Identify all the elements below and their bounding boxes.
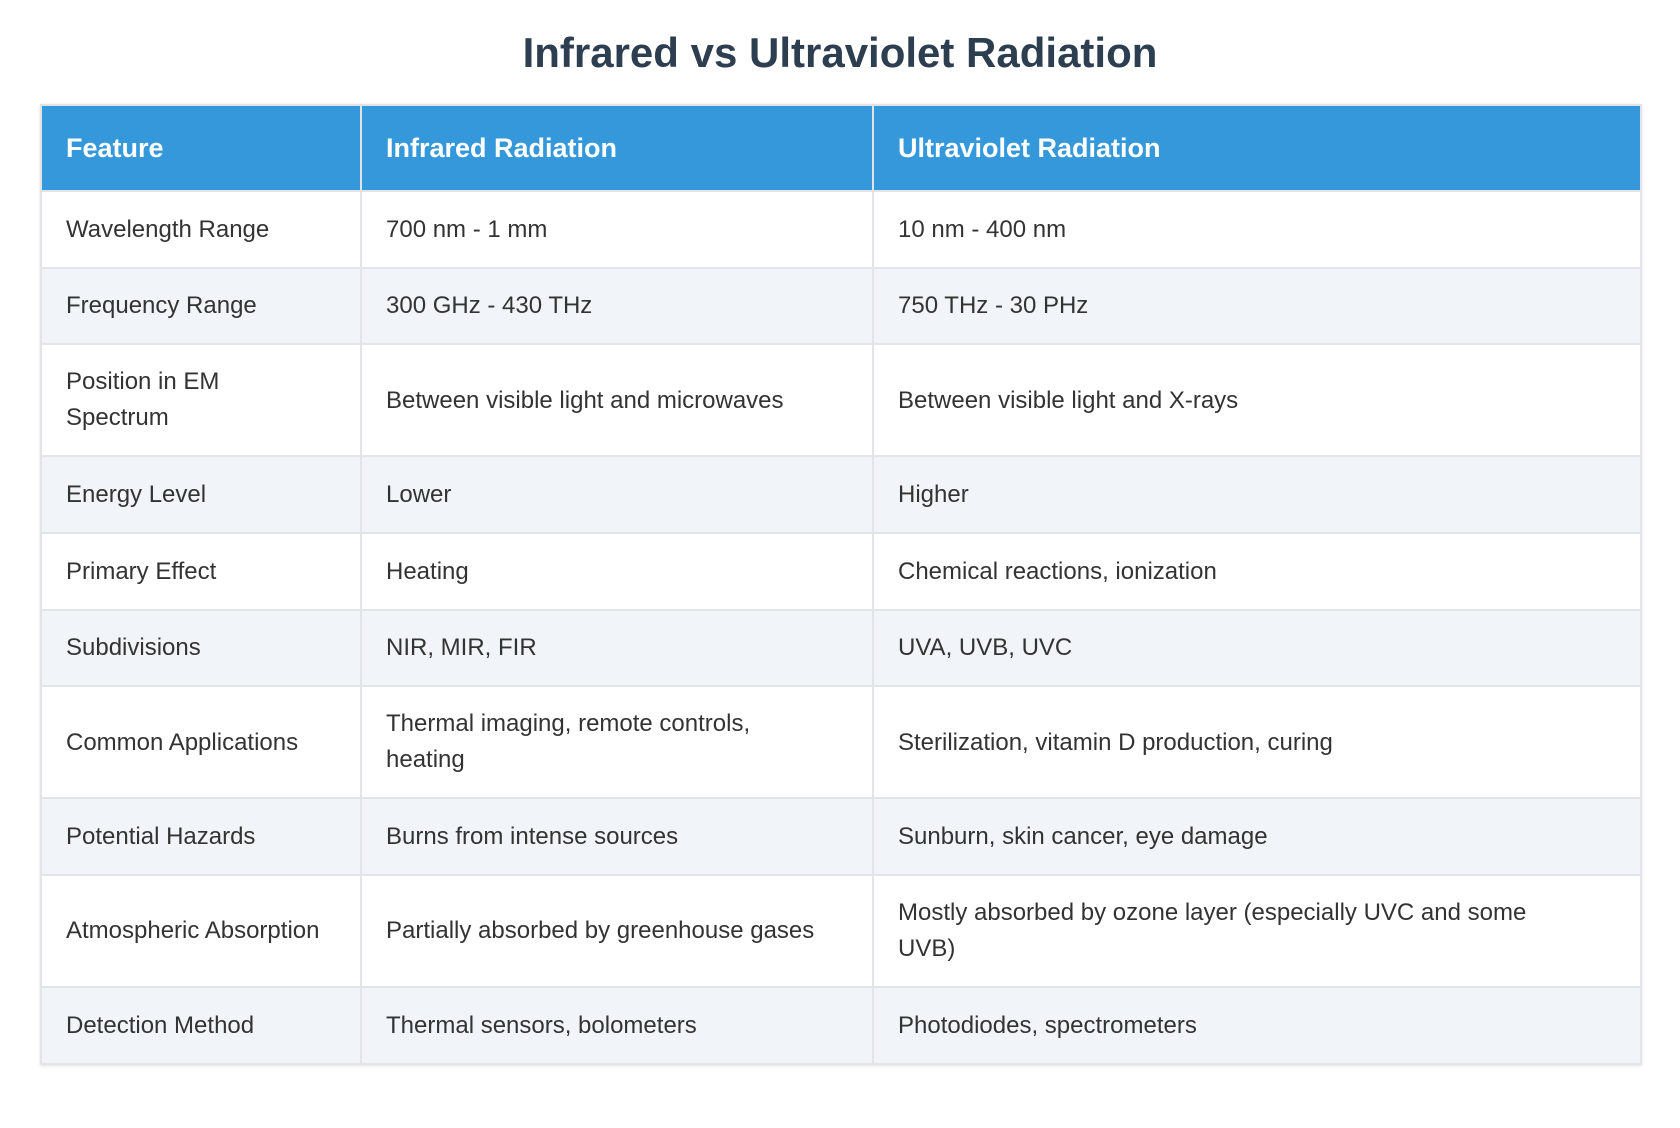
table-row: Detection Method Thermal sensors, bolome… bbox=[40, 985, 1642, 1065]
cell-feature: Common Applications bbox=[40, 685, 362, 800]
cell-text: UVA, UVB, UVC bbox=[898, 634, 1073, 662]
cell-ultraviolet: 750 THz - 30 PHz bbox=[872, 266, 1642, 346]
cell-ultraviolet: Photodiodes, spectrometers bbox=[872, 985, 1642, 1065]
table-row: Position in EM Spectrum Between visible … bbox=[40, 343, 1642, 458]
cell-text: Position in EM Spectrum bbox=[66, 368, 220, 432]
cell-ultraviolet: Between visible light and X-rays bbox=[872, 343, 1642, 458]
table-row: Atmospheric Absorption Partially absorbe… bbox=[40, 873, 1642, 988]
cell-text: Mostly absorbed by ozone layer (especial… bbox=[898, 898, 1527, 962]
cell-feature: Primary Effect bbox=[40, 531, 362, 611]
cell-text: Frequency Range bbox=[66, 292, 257, 320]
cell-feature: Atmospheric Absorption bbox=[40, 873, 362, 988]
cell-feature: Frequency Range bbox=[40, 266, 362, 346]
cell-feature: Subdivisions bbox=[40, 608, 362, 688]
cell-feature: Potential Hazards bbox=[40, 797, 362, 876]
cell-text: NIR, MIR, FIR bbox=[386, 634, 537, 662]
cell-infrared: 700 nm - 1 mm bbox=[360, 190, 874, 269]
cell-text: Atmospheric Absorption bbox=[66, 917, 320, 945]
cell-infrared: Between visible light and microwaves bbox=[360, 343, 874, 458]
cell-text: Sterilization, vitamin D production, cur… bbox=[898, 728, 1333, 756]
cell-feature: Energy Level bbox=[40, 455, 362, 534]
cell-text: Burns from intense sources bbox=[386, 822, 679, 850]
cell-infrared: Burns from intense sources bbox=[360, 797, 874, 876]
cell-ultraviolet: UVA, UVB, UVC bbox=[872, 608, 1642, 688]
cell-infrared: Lower bbox=[360, 455, 874, 534]
cell-feature: Detection Method bbox=[40, 985, 362, 1065]
table-row: Frequency Range 300 GHz - 430 THz 750 TH… bbox=[40, 266, 1642, 346]
table-row: Potential Hazards Burns from intense sou… bbox=[40, 797, 1642, 876]
cell-text: Between visible light and X-rays bbox=[898, 386, 1239, 414]
cell-text: Sunburn, skin cancer, eye damage bbox=[898, 822, 1268, 850]
cell-infrared: Heating bbox=[360, 531, 874, 611]
comparison-table: Feature Infrared Radiation Ultraviolet R… bbox=[40, 104, 1642, 1065]
column-header-feature: Feature bbox=[40, 104, 362, 192]
cell-text: Thermal sensors, bolometers bbox=[386, 1011, 697, 1039]
cell-text: Partially absorbed by greenhouse gases bbox=[386, 917, 815, 945]
cell-feature: Wavelength Range bbox=[40, 190, 362, 269]
cell-infrared: NIR, MIR, FIR bbox=[360, 608, 874, 688]
cell-text: Photodiodes, spectrometers bbox=[898, 1011, 1197, 1039]
cell-ultraviolet: Higher bbox=[872, 455, 1642, 534]
cell-text: Thermal imaging, remote controls, heatin… bbox=[386, 710, 751, 774]
cell-ultraviolet: Mostly absorbed by ozone layer (especial… bbox=[872, 873, 1642, 988]
cell-text: Lower bbox=[386, 480, 452, 508]
cell-infrared: Partially absorbed by greenhouse gases bbox=[360, 873, 874, 988]
cell-text: Potential Hazards bbox=[66, 822, 256, 850]
cell-text: Higher bbox=[898, 480, 969, 508]
cell-ultraviolet: Chemical reactions, ionization bbox=[872, 531, 1642, 611]
cell-text: Wavelength Range bbox=[66, 215, 270, 243]
cell-text: Chemical reactions, ionization bbox=[898, 557, 1217, 585]
table-row: Wavelength Range 700 nm - 1 mm 10 nm - 4… bbox=[40, 190, 1642, 269]
cell-text: Subdivisions bbox=[66, 634, 201, 662]
table-row: Common Applications Thermal imaging, rem… bbox=[40, 685, 1642, 800]
table-row: Subdivisions NIR, MIR, FIR UVA, UVB, UVC bbox=[40, 608, 1642, 688]
cell-text: 700 nm - 1 mm bbox=[386, 215, 548, 243]
table-row: Energy Level Lower Higher bbox=[40, 455, 1642, 534]
cell-text: Between visible light and microwaves bbox=[386, 386, 784, 414]
cell-text: 10 nm - 400 nm bbox=[898, 215, 1067, 243]
cell-ultraviolet: Sunburn, skin cancer, eye damage bbox=[872, 797, 1642, 876]
page-title: Infrared vs Ultraviolet Radiation bbox=[522, 29, 1158, 76]
cell-text: 300 GHz - 430 THz bbox=[386, 292, 593, 320]
cell-feature: Position in EM Spectrum bbox=[40, 343, 362, 458]
cell-text: Common Applications bbox=[66, 728, 299, 756]
column-header-ultraviolet: Ultraviolet Radiation bbox=[872, 104, 1642, 192]
cell-infrared: Thermal sensors, bolometers bbox=[360, 985, 874, 1065]
cell-ultraviolet: 10 nm - 400 nm bbox=[872, 190, 1642, 269]
cell-text: Heating bbox=[386, 557, 469, 585]
cell-text: Detection Method bbox=[66, 1011, 255, 1039]
table-row: Primary Effect Heating Chemical reaction… bbox=[40, 531, 1642, 611]
cell-ultraviolet: Sterilization, vitamin D production, cur… bbox=[872, 685, 1642, 800]
cell-infrared: 300 GHz - 430 THz bbox=[360, 266, 874, 346]
column-header-infrared: Infrared Radiation bbox=[360, 104, 874, 192]
cell-text: 750 THz - 30 PHz bbox=[898, 292, 1089, 320]
cell-infrared: Thermal imaging, remote controls, heatin… bbox=[360, 685, 874, 800]
cell-text: Energy Level bbox=[66, 480, 207, 508]
table-header-row: Feature Infrared Radiation Ultraviolet R… bbox=[40, 104, 1642, 192]
cell-text: Primary Effect bbox=[66, 557, 217, 585]
